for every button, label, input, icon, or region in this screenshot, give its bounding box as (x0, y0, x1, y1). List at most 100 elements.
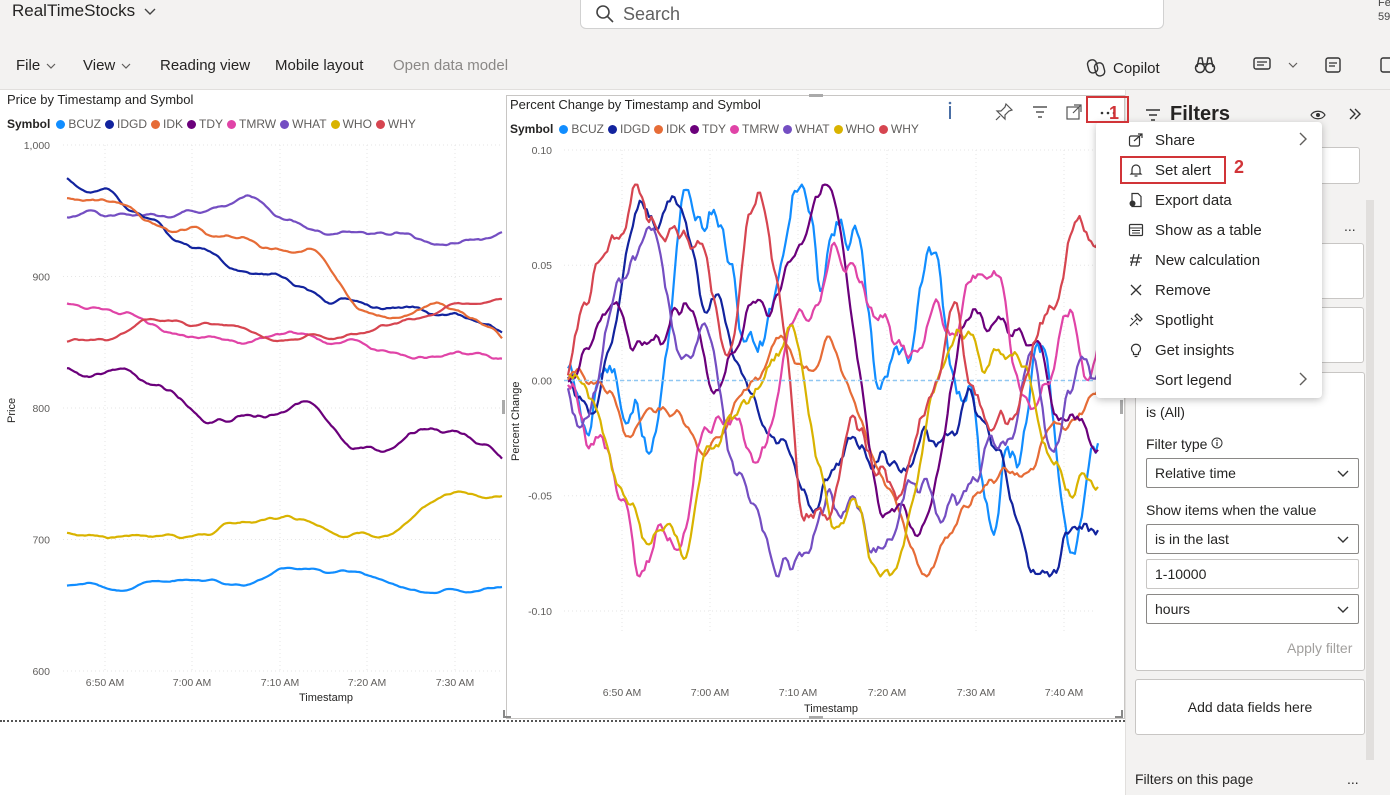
menu-item-new-calculation[interactable]: New calculation (1096, 245, 1322, 275)
menu-item-share[interactable]: Share (1096, 125, 1322, 155)
add-data-fields-drop-zone[interactable]: Add data fields here (1135, 679, 1365, 735)
reading-view-button[interactable]: Reading view (160, 57, 251, 74)
menu-item-label: Set alert (1155, 161, 1211, 179)
apply-filter-button[interactable]: Apply filter (1287, 640, 1353, 656)
focus-mode-icon[interactable] (1064, 100, 1084, 124)
series-line-idk[interactable] (66, 197, 503, 340)
price-line-chart[interactable] (0, 90, 505, 720)
filter-type-dropdown[interactable]: Relative time (1146, 458, 1359, 488)
pin-icon[interactable] (994, 100, 1014, 124)
menu-item-set-alert[interactable]: Set alert (1096, 155, 1322, 185)
legend-item[interactable]: TDY (690, 122, 726, 136)
pane-scrollbar[interactable] (1366, 200, 1374, 760)
x-axis-label: Timestamp (804, 703, 858, 715)
legend-item[interactable]: IDK (151, 117, 183, 131)
series-line-tdy[interactable] (66, 367, 503, 460)
card-more-options[interactable]: ... (1344, 218, 1356, 234)
page-filters-more[interactable]: ... (1347, 771, 1359, 787)
legend-item[interactable]: WHAT (280, 117, 327, 131)
menu-item-get-insights[interactable]: Get insights (1096, 335, 1322, 365)
menu-item-show-as-table[interactable]: Show as a table (1096, 215, 1322, 245)
legend-label: WHO (342, 117, 372, 131)
chevron-down-icon[interactable] (1281, 54, 1305, 76)
y-tick-label: 900 (32, 272, 50, 284)
unit-dropdown[interactable]: hours (1146, 594, 1359, 624)
legend-label: TMRW (239, 117, 277, 131)
legend-item[interactable]: BCUZ (559, 122, 604, 136)
eye-icon[interactable] (1310, 107, 1326, 128)
legend-item[interactable]: IDGD (105, 117, 147, 131)
range-input[interactable]: 1-10000 (1146, 559, 1359, 589)
legend-item[interactable]: WHAT (783, 122, 830, 136)
notes-icon[interactable] (1321, 54, 1345, 76)
more-options-button[interactable] (1090, 100, 1126, 124)
legend-item[interactable]: WHY (375, 117, 416, 131)
legend-item[interactable]: WHO (330, 117, 372, 131)
copilot-label: Copilot (1113, 59, 1160, 77)
series-line-bcuz[interactable] (567, 183, 1100, 555)
legend-item[interactable]: WHY (878, 122, 919, 136)
info-icon[interactable] (943, 101, 957, 123)
menu-item-remove[interactable]: Remove (1096, 275, 1322, 305)
legend-item[interactable]: BCUZ (56, 117, 101, 131)
series-line-who[interactable] (66, 490, 503, 540)
legend-item[interactable]: WHO (833, 122, 875, 136)
legend-label: BCUZ (571, 122, 605, 136)
resize-handle[interactable] (1115, 710, 1123, 718)
menu-item-sort-legend[interactable]: Sort legend (1096, 365, 1322, 395)
series-line-what[interactable] (66, 194, 503, 247)
x-tick-label: 7:00 AM (173, 677, 212, 689)
filter-icon[interactable] (1030, 100, 1050, 124)
menu-item-label: Spotlight (1155, 311, 1214, 329)
binoculars-icon[interactable] (1193, 54, 1217, 76)
filter-type-value: Relative time (1155, 465, 1236, 481)
copilot-button[interactable]: Copilot (1085, 57, 1160, 79)
series-line-bcuz[interactable] (66, 566, 503, 595)
file-menu[interactable]: File (16, 57, 56, 74)
legend-item[interactable]: TMRW (730, 122, 779, 136)
x-tick-label: 7:20 AM (868, 687, 907, 699)
series-line-idk[interactable] (567, 334, 1099, 578)
collapse-pane-icon[interactable] (1347, 106, 1363, 127)
condition-dropdown[interactable]: is in the last (1146, 524, 1359, 554)
legend-label: TMRW (742, 122, 780, 136)
legend-title: Symbol (7, 117, 51, 131)
menu-item-export-data[interactable]: Export data (1096, 185, 1322, 215)
comment-icon[interactable] (1250, 54, 1274, 76)
y-tick-label: -0.05 (528, 491, 552, 503)
series-line-who[interactable] (567, 324, 1099, 578)
series-line-why[interactable] (66, 297, 503, 343)
resize-handle[interactable] (809, 716, 823, 719)
legend-title: Symbol (510, 122, 554, 136)
annotation-box-1 (1086, 96, 1129, 123)
legend-item[interactable]: IDGD (608, 122, 650, 136)
unit-value: hours (1155, 601, 1191, 617)
series-line-tmrw[interactable] (66, 302, 503, 360)
account-line-2: 59 (1378, 11, 1390, 23)
lightbulb-icon (1127, 341, 1145, 359)
search-filters-input[interactable] (1318, 147, 1360, 184)
resize-handle[interactable] (502, 400, 505, 414)
series-line-idgd[interactable] (66, 177, 503, 334)
filter-type-label: Filter type (1146, 436, 1223, 452)
legend-label: WHO (845, 122, 875, 136)
y-tick-label: 0.00 (532, 375, 553, 387)
app-title[interactable]: RealTimeStocks (12, 1, 157, 21)
open-data-model-button[interactable]: Open data model (393, 57, 509, 74)
resize-handle[interactable] (503, 710, 511, 718)
series-line-why[interactable] (566, 183, 1099, 522)
legend-marker (559, 124, 569, 134)
x-tick-label: 7:10 AM (779, 687, 818, 699)
search-box[interactable]: Search (580, 0, 1164, 29)
legend-item[interactable]: IDK (654, 122, 686, 136)
legend-item[interactable]: TDY (187, 117, 223, 131)
search-placeholder: Search (623, 3, 681, 24)
legend-marker (690, 124, 700, 134)
view-menu[interactable]: View (83, 57, 131, 74)
mobile-layout-button[interactable]: Mobile layout (275, 57, 364, 74)
resize-handle[interactable] (1120, 400, 1123, 414)
menu-item-spotlight[interactable]: Spotlight (1096, 305, 1322, 335)
resize-handle[interactable] (809, 94, 823, 97)
expand-icon[interactable] (1374, 54, 1390, 76)
legend-item[interactable]: TMRW (227, 117, 276, 131)
